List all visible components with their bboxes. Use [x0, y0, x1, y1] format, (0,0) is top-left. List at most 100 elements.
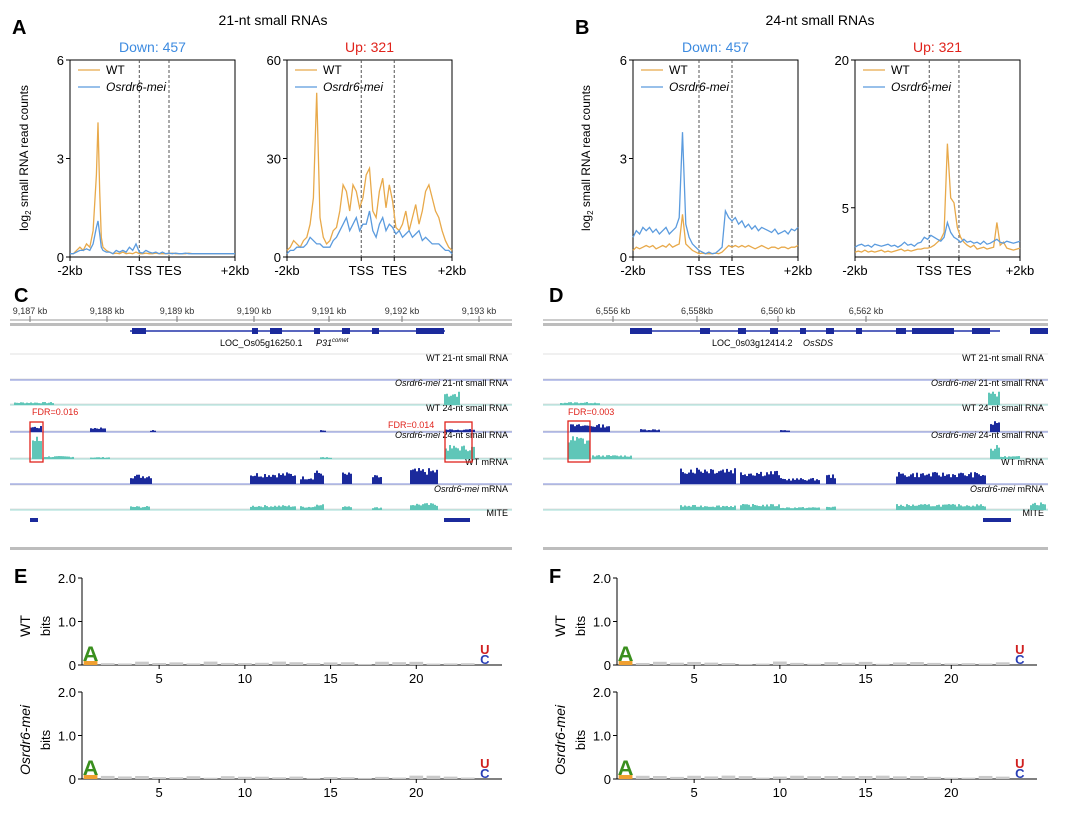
signal-bar	[461, 430, 463, 432]
signal-bar	[706, 471, 708, 484]
gene-id: LOC_0s03g12414.2	[712, 338, 793, 348]
signal-bar	[30, 402, 32, 405]
ruler-coordinate: 9,190 kb	[237, 306, 272, 316]
signal-bar	[978, 505, 980, 510]
signal-bar	[134, 507, 136, 510]
signal-bar	[461, 446, 463, 459]
signal-bar	[62, 456, 64, 459]
signal-bar	[914, 477, 916, 484]
signal-bar	[1012, 456, 1014, 459]
signal-bar	[898, 505, 900, 510]
metaplot-0: Down: 457 0 3 6 -2kb TSS TES +2kb WT Osrdr6-mei	[620, 39, 813, 278]
signal-bar	[578, 403, 580, 405]
signal-bar	[322, 504, 324, 510]
signal-bar	[984, 475, 986, 484]
signal-bar	[582, 438, 584, 459]
signal-bar	[942, 504, 944, 510]
signal-bar	[920, 473, 922, 484]
signal-bar	[716, 505, 718, 510]
signal-bar	[832, 474, 834, 484]
signal-bar	[564, 402, 566, 405]
logo-minor-letter	[893, 662, 907, 665]
signal-bar	[994, 421, 996, 432]
signal-bar	[622, 456, 624, 459]
logo-x-tick-label: 15	[858, 671, 872, 686]
signal-bar	[788, 430, 790, 432]
signal-bar	[36, 402, 38, 405]
signal-bar	[566, 402, 568, 405]
signal-bar	[618, 456, 620, 459]
signal-bar	[968, 474, 970, 484]
logo-minor-letter	[653, 776, 667, 779]
signal-bar	[132, 478, 134, 484]
gene-exon	[252, 328, 258, 334]
y-tick-label: 0	[274, 250, 281, 265]
signal-bar	[445, 448, 447, 459]
signal-bar	[826, 475, 828, 484]
signal-bar	[1042, 504, 1044, 510]
signal-bar	[688, 472, 690, 484]
x-tick-label: +2kb	[784, 263, 813, 278]
signal-bar	[344, 473, 346, 484]
signal-bar	[36, 436, 38, 459]
track-label: Osrdr6-mei 24-nt small RNA	[931, 430, 1044, 440]
signal-bar	[320, 473, 322, 484]
signal-bar	[954, 504, 956, 510]
signal-bar	[372, 508, 374, 510]
signal-bar	[656, 430, 658, 432]
signal-bar	[576, 436, 578, 459]
logo-minor-letter	[978, 775, 993, 779]
signal-bar	[978, 474, 980, 484]
signal-bar	[958, 504, 960, 510]
legend-label-wt: WT	[323, 63, 342, 77]
signal-bar	[928, 473, 930, 484]
signal-bar	[436, 505, 438, 510]
signal-bar	[44, 456, 46, 459]
signal-bar	[316, 504, 318, 510]
signal-bar	[758, 473, 760, 484]
signal-bar	[688, 505, 690, 510]
fdr-highlight-box	[567, 420, 591, 463]
signal-bar	[720, 507, 722, 510]
signal-bar	[142, 507, 144, 510]
logo-minor-letter	[978, 663, 993, 665]
signal-bar	[414, 468, 416, 484]
signal-bar	[144, 478, 146, 484]
signal-bar	[452, 394, 454, 405]
signal-bar	[960, 472, 962, 484]
signal-bar	[40, 441, 42, 459]
signal-bar	[262, 477, 264, 484]
ruler-coordinate: 6,558kb	[681, 306, 713, 316]
signal-bar	[136, 474, 138, 484]
signal-bar	[258, 506, 260, 510]
logo-letter-a: A	[83, 642, 99, 665]
signal-bar	[910, 506, 912, 510]
signal-bar	[910, 474, 912, 484]
signal-bar	[32, 427, 34, 432]
signal-bar	[588, 403, 590, 405]
gene-exon	[630, 328, 652, 334]
logo-minor-letter	[944, 777, 959, 779]
signal-bar	[686, 506, 688, 510]
signal-bar	[946, 474, 948, 484]
signal-bar	[584, 425, 586, 432]
logo-minor-letter	[824, 662, 839, 665]
gene-exon	[132, 328, 146, 334]
signal-bar	[964, 475, 966, 484]
logo-minor-letter	[118, 663, 132, 665]
signal-bar	[1010, 456, 1012, 459]
signal-bar	[950, 504, 952, 510]
signal-bar	[348, 506, 350, 510]
signal-bar	[32, 403, 34, 405]
signal-bar	[748, 473, 750, 484]
signal-bar	[596, 455, 598, 459]
signal-bar	[650, 430, 652, 432]
signal-bar	[580, 402, 582, 405]
signal-bar	[952, 474, 954, 484]
gene-exon	[372, 328, 379, 334]
signal-bar	[790, 480, 792, 484]
signal-bar	[306, 479, 308, 484]
signal-bar	[38, 428, 40, 432]
